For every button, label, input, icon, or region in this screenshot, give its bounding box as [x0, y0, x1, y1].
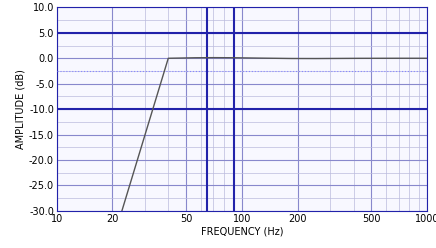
- X-axis label: FREQUENCY (Hz): FREQUENCY (Hz): [201, 226, 283, 236]
- Y-axis label: AMPLITUDE (dB): AMPLITUDE (dB): [16, 69, 26, 149]
